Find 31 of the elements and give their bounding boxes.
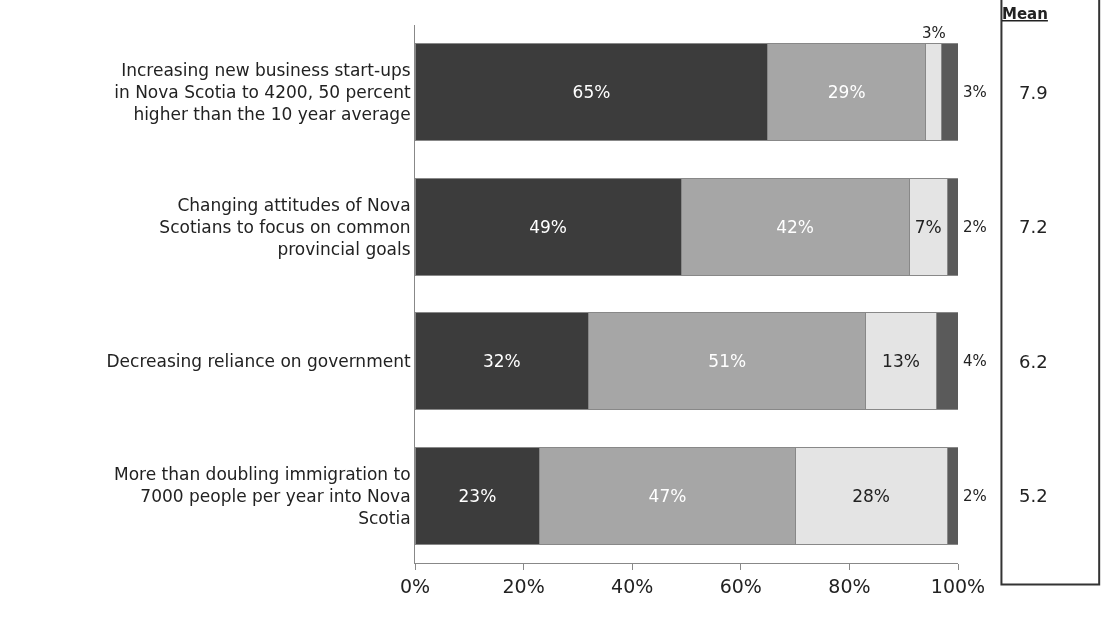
data-label: 3% — [922, 24, 946, 42]
y-tick-label: Increasing new business start-ups in Nova Scotia to 4200, 50 percent higher than the 10 year average — [114, 60, 411, 125]
data-label: 7% — [914, 216, 942, 237]
data-label: 51% — [708, 351, 747, 372]
y-tick-label: Decreasing reliance on government — [106, 351, 411, 372]
y-tick-label: Changing attitudes of Nova Scotians to focus on common provincial goals — [159, 194, 411, 259]
x-tick-label: 0% — [399, 574, 431, 597]
data-label: 2% — [963, 487, 987, 505]
data-label: 23% — [458, 485, 497, 506]
data-label: 28% — [852, 485, 891, 506]
x-tick-label: 20% — [502, 574, 545, 597]
data-label: 2% — [963, 218, 987, 236]
data-label: 3% — [963, 83, 987, 101]
text: 7.2 — [1019, 216, 1048, 237]
text: 6.2 — [1019, 351, 1048, 372]
data-label: 42% — [776, 216, 814, 237]
data-label: 49% — [529, 216, 567, 237]
y-tick-label: More than doubling immigration to 7000 people per year into Nova Scotia — [114, 463, 411, 528]
data-label: 47% — [648, 485, 687, 506]
x-tick-label: 60% — [719, 574, 762, 597]
data-label: 65% — [572, 82, 611, 103]
data-label: 29% — [827, 82, 866, 103]
x-tick-label: 100% — [930, 574, 986, 597]
x-tick-label: 40% — [611, 574, 654, 597]
data-label: 13% — [882, 351, 920, 372]
text: 5.2 — [1019, 485, 1048, 506]
text: Mean — [1002, 5, 1048, 23]
data-label: 4% — [963, 352, 987, 370]
x-tick-label: 80% — [828, 574, 871, 597]
text: 7.9 — [1019, 82, 1048, 103]
data-label: 32% — [482, 351, 521, 372]
